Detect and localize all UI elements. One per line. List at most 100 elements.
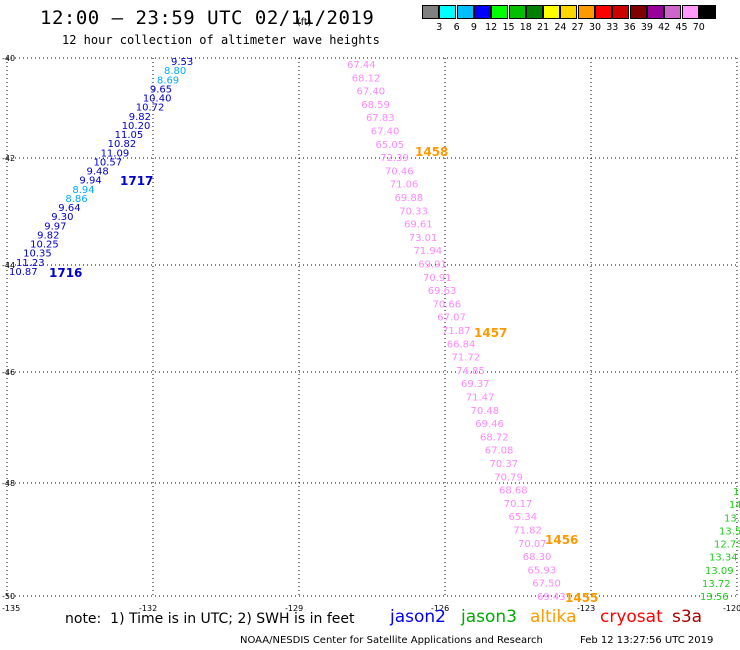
lat-label: -46 [2,368,15,377]
data-point-label: 66.84 [447,339,476,350]
data-point-label: 70.66 [433,299,462,310]
colorbar-swatch [612,5,630,19]
colorbar-label: 18 [519,22,532,33]
pass-time-label: 1458 [415,145,448,159]
data-point-label: 12 [733,487,740,498]
lat-label: -44 [2,261,15,270]
data-point-label: 10.82 [108,139,137,150]
colorbar-label: 70 [692,22,705,33]
legend-cryosat: cryosat [600,607,663,627]
colorbar-swatch [646,5,664,19]
data-point-label: 12.73 [714,540,740,551]
data-point-label: 67.07 [437,313,466,324]
data-point-label: 71.72 [452,353,481,364]
legend-jason2: jason2 [390,607,446,627]
colorbar-swatch [629,5,647,19]
data-point-label: 70.17 [504,499,533,510]
data-point-label: 9.65 [150,84,172,95]
data-point-label: 13.09 [705,566,734,577]
chart-title: 12:00 – 23:59 UTC 02/11/2019 [40,7,375,29]
data-point-label: 8.80 [164,66,186,77]
colorbar-swatch [456,5,474,19]
pass-time-label: 1456 [545,533,578,547]
data-point-label: 70.33 [399,206,428,217]
colorbar-label: 36 [623,22,636,33]
data-point-label: 9.94 [79,176,101,187]
footer-timestamp: Feb 12 13:27:56 UTC 2019 [580,635,714,646]
colorbar-swatch [577,5,595,19]
data-point-label: 8.94 [72,185,94,196]
data-point-label: 68.59 [361,100,390,111]
colorbar-unit-label: (ft) [297,17,312,28]
colorbar-swatch [525,5,543,19]
colorbar-label: 3 [436,22,443,33]
chart-subtitle: 12 hour collection of altimeter wave hei… [62,33,380,47]
data-point-label: 68.68 [499,486,528,497]
data-point-label: 9.48 [86,167,108,178]
data-point-label: 74.85 [456,366,485,377]
data-point-label: 71.06 [390,180,419,191]
footer-credit: NOAA/NESDIS Center for Satellite Applica… [240,635,543,646]
data-point-label: 13.34 [709,553,738,564]
lon-label: -120 [723,604,740,613]
data-point-label: 65.05 [376,140,405,151]
data-point-label: 9.97 [44,221,66,232]
pass-time-label: 1716 [49,266,82,280]
colorbar-label: 6 [453,22,460,33]
data-point-label: 72.39 [380,153,409,164]
colorbar-label: 9 [470,22,477,33]
colorbar-swatch [508,5,526,19]
data-point-label: 68.30 [523,552,552,563]
data-point-label: 10.87 [9,267,38,278]
data-point-label: 70.79 [494,472,523,483]
data-point-label: 67.40 [357,87,386,98]
colorbar-swatch [491,5,509,19]
lat-label: -48 [2,479,15,488]
lon-label: -132 [139,604,157,613]
data-point-label: 69.43 [537,592,566,603]
colorbar-label: 39 [640,22,653,33]
colorbar-swatch [681,5,699,19]
data-point-label: 13.72 [702,579,731,590]
data-point-label: 71.47 [466,393,495,404]
pass-time-label: 1717 [120,174,153,188]
colorbar-label: 30 [588,22,602,33]
data-point-label: 67.44 [347,60,376,71]
data-point-label: 68.72 [480,432,509,443]
colorbar-label: 24 [554,22,567,33]
data-point-label: 65.93 [528,565,557,576]
lon-label: -123 [577,604,595,613]
data-point-label: 11.09 [101,148,130,159]
data-point-label: 70.07 [518,539,547,550]
colorbar-swatch [560,5,578,19]
data-point-label: 9.53 [171,57,193,68]
lon-label: -126 [431,604,449,613]
colorbar-label: 27 [571,22,584,33]
colorbar-label: 33 [606,22,619,33]
data-point-label: 69.91 [418,260,447,271]
colorbar-swatch [439,5,457,19]
data-point-label: 69.63 [428,286,457,297]
colorbar-label: 21 [537,22,550,33]
data-point-label: 68.12 [352,73,381,84]
data-point-label: 13.56 [700,592,729,603]
data-point-label: 11.23 [16,258,45,269]
data-point-label: 70.37 [490,459,519,470]
legend-s3a: s3a [672,607,703,627]
data-point-label: 71.94 [414,246,443,257]
data-point-label: 69.46 [475,419,504,430]
data-point-label: 10.35 [23,249,52,260]
data-point-label: 67.50 [532,579,561,590]
data-point-label: 9.30 [51,212,73,223]
units-note: note: 1) Time is in UTC; 2) SWH is in fe… [65,611,355,627]
data-point-label: 67.83 [366,113,395,124]
data-point-label: 14 [729,500,740,511]
colorbar-label: 15 [502,22,515,33]
lon-label: -135 [2,604,20,613]
data-point-label: 10.72 [136,103,165,114]
colorbar-swatch [422,5,439,19]
data-point-label: 10.40 [143,94,172,105]
colorbar-swatch [595,5,612,19]
colorbar-swatch [698,5,716,19]
